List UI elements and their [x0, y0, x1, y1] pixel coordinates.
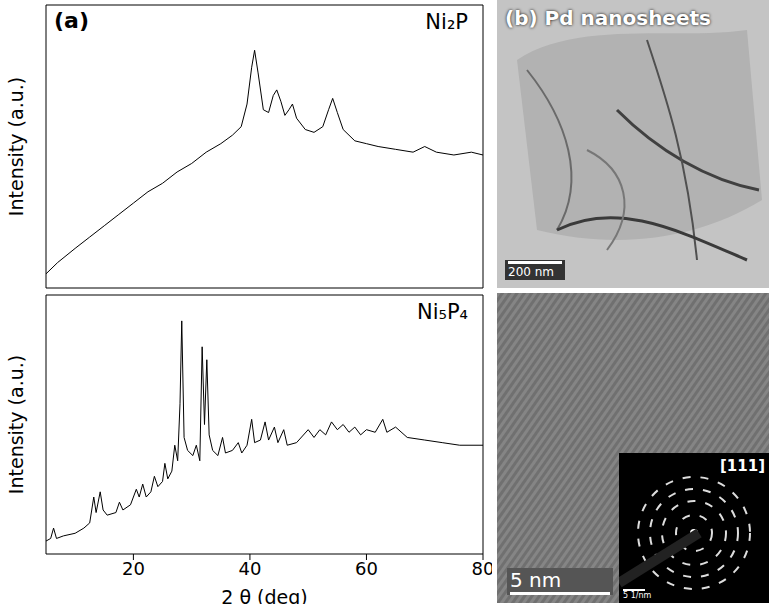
svg-text:Intensity (a.u.): Intensity (a.u.)	[5, 77, 27, 216]
html-text:Ni₅P₄: Ni₅P₄	[417, 300, 468, 324]
svg-text:Intensity (a.u.): Intensity (a.u.)	[5, 355, 27, 494]
html-text:(b) Pd nanosheets: (b) Pd nanosheets	[505, 6, 711, 30]
html-text:200 nm: 200 nm	[508, 265, 554, 279]
svg-text:60: 60	[355, 558, 378, 579]
svg-text:20: 20	[122, 558, 145, 579]
html-text:5 nm: 5 nm	[510, 568, 562, 592]
svg-text:40: 40	[238, 558, 261, 579]
html-text:5 1/nm: 5 1/nm	[623, 591, 652, 600]
html-text:[111]: [111]	[720, 457, 765, 475]
svg-text:80: 80	[472, 558, 492, 579]
html-text:Ni₂P: Ni₂P	[425, 10, 468, 34]
svg-text:2 θ (deg): 2 θ (deg)	[221, 586, 307, 604]
html-text:(a): (a)	[54, 8, 89, 33]
